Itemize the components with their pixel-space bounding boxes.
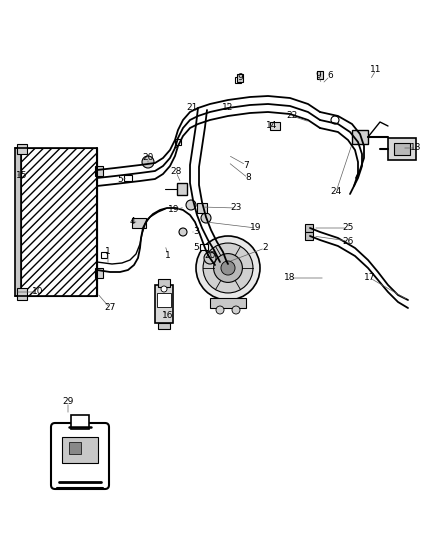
Bar bbox=[17, 144, 27, 154]
Bar bbox=[158, 323, 170, 329]
Bar bbox=[95, 268, 103, 278]
Text: 14: 14 bbox=[266, 122, 278, 131]
Bar bbox=[237, 74, 243, 82]
Text: 13: 13 bbox=[410, 143, 422, 152]
FancyBboxPatch shape bbox=[51, 423, 109, 489]
Circle shape bbox=[179, 228, 187, 236]
Text: 29: 29 bbox=[62, 398, 74, 407]
Bar bbox=[124, 175, 132, 181]
Text: 24: 24 bbox=[330, 188, 342, 197]
Text: 8: 8 bbox=[245, 174, 251, 182]
Bar bbox=[317, 71, 323, 79]
Circle shape bbox=[232, 306, 240, 314]
Text: 27: 27 bbox=[104, 303, 116, 312]
Text: 22: 22 bbox=[286, 111, 298, 120]
Bar bbox=[21, 148, 97, 296]
Text: 23: 23 bbox=[230, 204, 242, 213]
Circle shape bbox=[331, 116, 339, 124]
Text: 1: 1 bbox=[165, 251, 171, 260]
Text: 5: 5 bbox=[193, 244, 199, 253]
Bar bbox=[388, 138, 416, 160]
Text: 2: 2 bbox=[262, 244, 268, 253]
Bar bbox=[69, 442, 81, 454]
Circle shape bbox=[221, 261, 235, 275]
Text: 1: 1 bbox=[173, 141, 179, 149]
Bar bbox=[352, 130, 368, 144]
Bar bbox=[15, 148, 21, 296]
Text: 17: 17 bbox=[364, 273, 376, 282]
Bar bbox=[71, 415, 89, 429]
Text: 15: 15 bbox=[16, 171, 28, 180]
Circle shape bbox=[216, 306, 224, 314]
Text: 4: 4 bbox=[129, 217, 135, 227]
Bar bbox=[235, 77, 241, 83]
Text: 12: 12 bbox=[223, 103, 234, 112]
Circle shape bbox=[186, 200, 196, 210]
Circle shape bbox=[196, 236, 260, 300]
Text: 20: 20 bbox=[204, 251, 215, 260]
Text: 18: 18 bbox=[284, 273, 296, 282]
Bar bbox=[95, 166, 103, 176]
Text: 10: 10 bbox=[32, 287, 44, 296]
Text: 20: 20 bbox=[142, 154, 154, 163]
Bar bbox=[305, 224, 313, 232]
Text: 25: 25 bbox=[343, 223, 354, 232]
Bar bbox=[197, 203, 207, 213]
Bar bbox=[155, 285, 173, 323]
Bar bbox=[175, 139, 181, 145]
Circle shape bbox=[203, 243, 253, 293]
Text: 3: 3 bbox=[193, 228, 199, 237]
Bar bbox=[177, 183, 187, 195]
Text: 19: 19 bbox=[168, 206, 180, 214]
Text: 6: 6 bbox=[327, 71, 333, 80]
Text: 9: 9 bbox=[315, 71, 321, 80]
Bar bbox=[210, 298, 246, 308]
Circle shape bbox=[204, 252, 216, 264]
Text: 19: 19 bbox=[250, 223, 262, 232]
Circle shape bbox=[161, 286, 167, 292]
Circle shape bbox=[201, 213, 211, 223]
Circle shape bbox=[214, 254, 242, 282]
Text: 7: 7 bbox=[243, 160, 249, 169]
Text: 9: 9 bbox=[237, 74, 243, 83]
Bar bbox=[158, 279, 170, 287]
Text: 26: 26 bbox=[343, 237, 354, 246]
Text: 21: 21 bbox=[186, 103, 198, 112]
Text: 16: 16 bbox=[162, 311, 174, 319]
Text: 28: 28 bbox=[170, 167, 182, 176]
Text: 1: 1 bbox=[105, 247, 111, 256]
Bar bbox=[200, 244, 208, 250]
Bar bbox=[394, 143, 410, 155]
Bar bbox=[305, 232, 313, 240]
Bar bbox=[270, 122, 280, 130]
Text: 11: 11 bbox=[370, 66, 382, 75]
Circle shape bbox=[142, 156, 154, 168]
Bar bbox=[101, 252, 107, 258]
Bar bbox=[17, 288, 27, 300]
Text: 5: 5 bbox=[117, 175, 123, 184]
Bar bbox=[132, 218, 146, 228]
Bar bbox=[157, 293, 171, 307]
Bar bbox=[62, 437, 98, 463]
